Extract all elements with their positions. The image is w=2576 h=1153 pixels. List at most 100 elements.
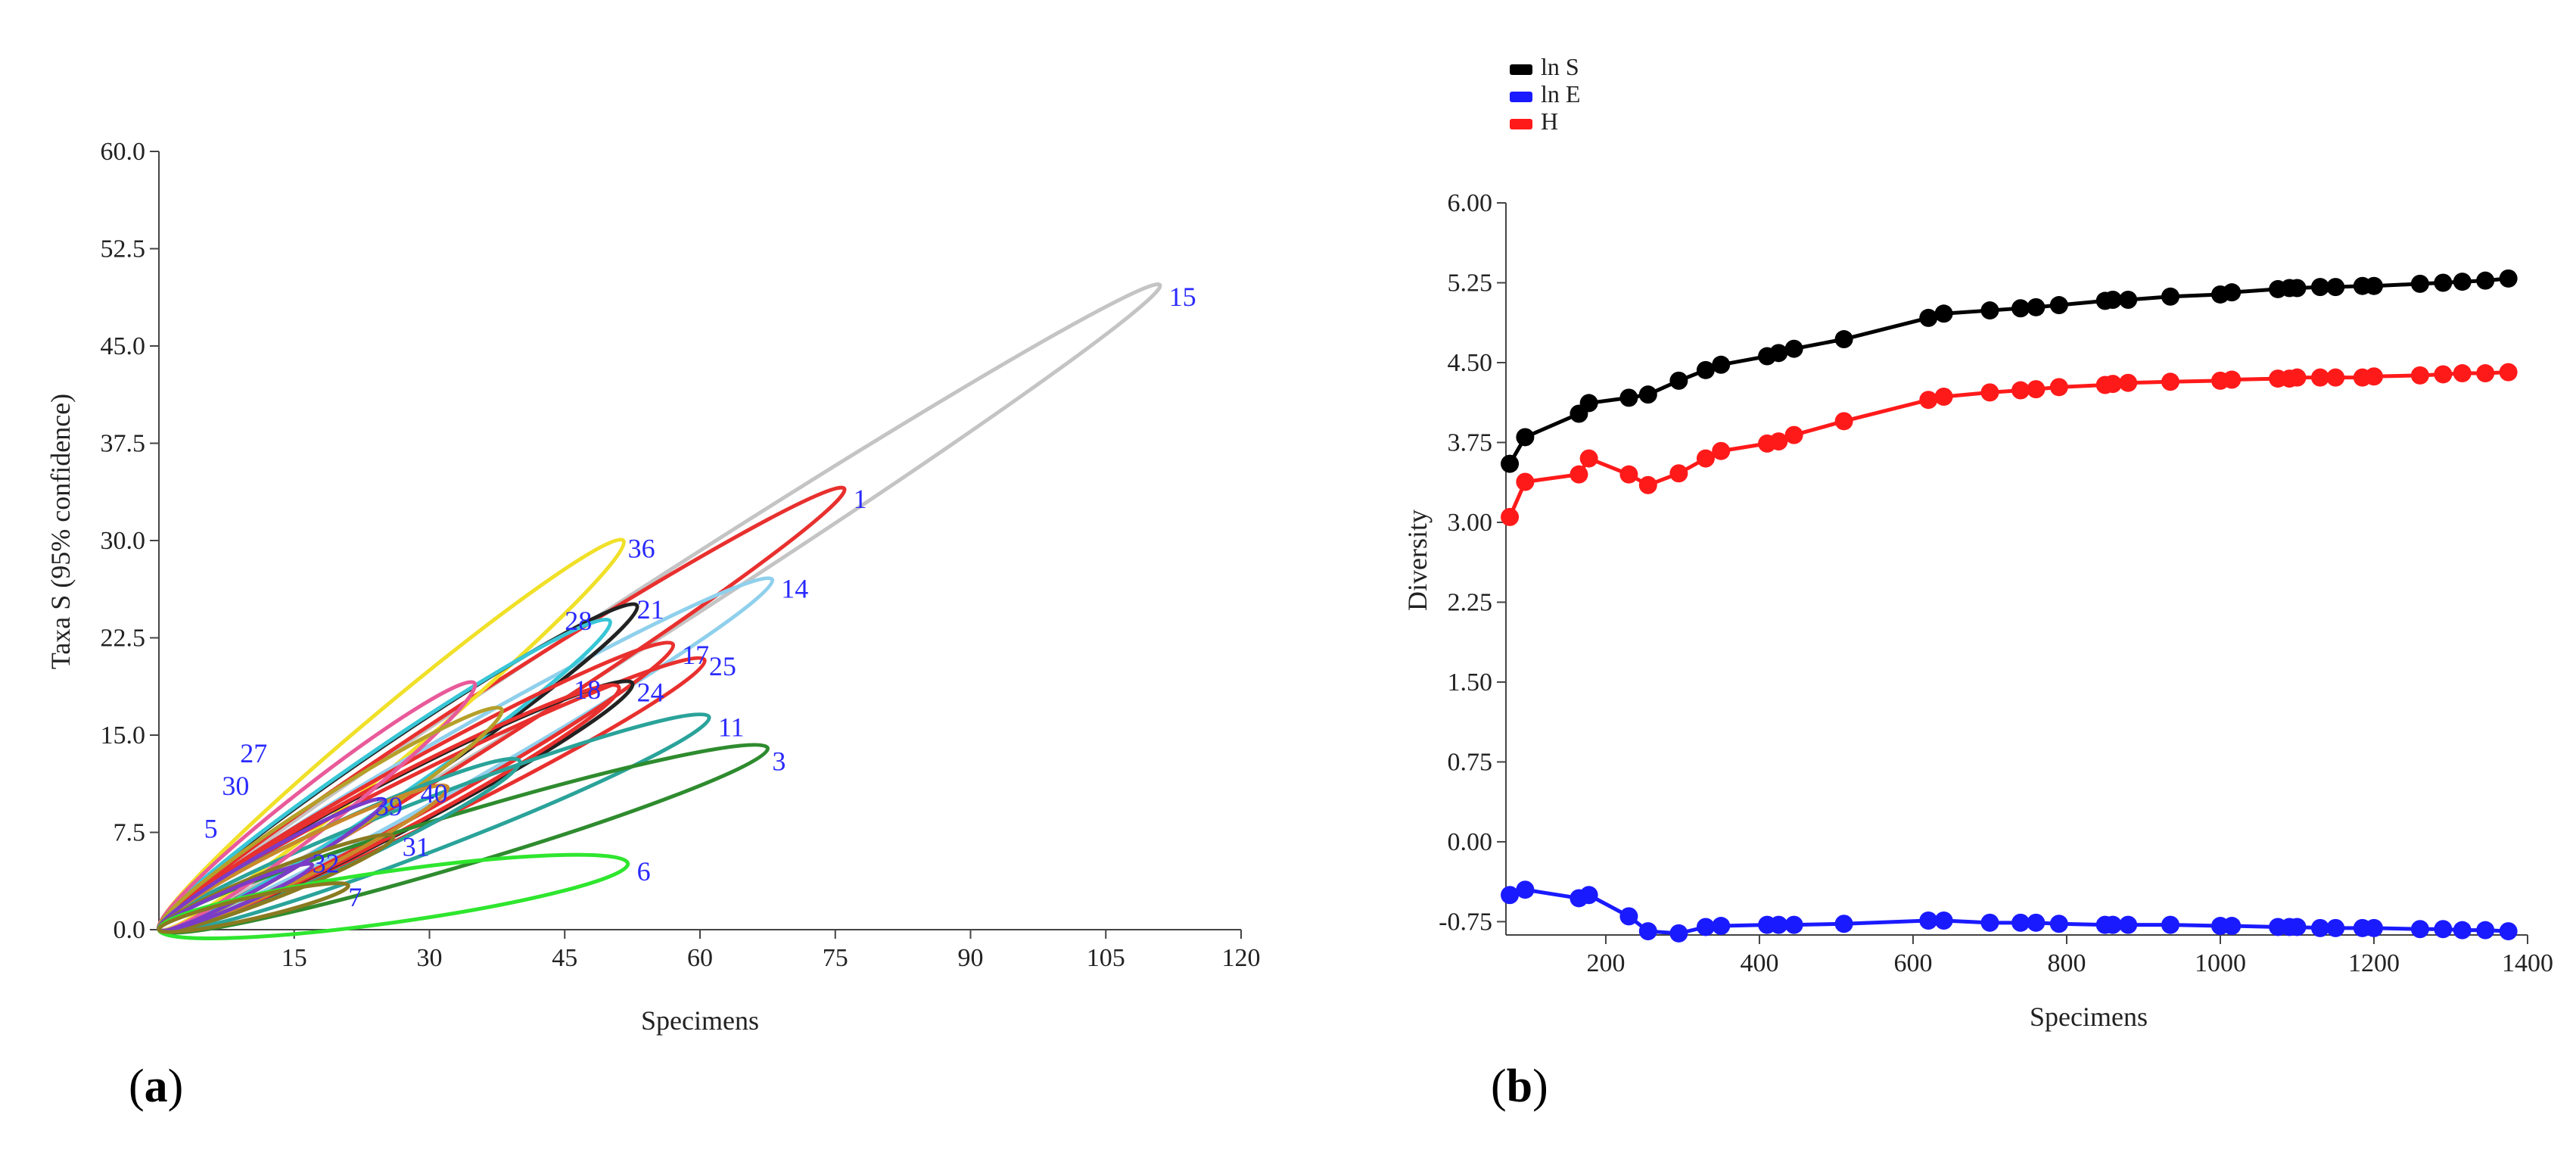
- ellipse-label-28: 28: [565, 606, 592, 636]
- ellipse-label-39: 39: [375, 791, 403, 821]
- series-point-ln-S: [1769, 344, 1788, 363]
- series-point-ln-S: [2103, 290, 2122, 309]
- panel-b-y-tick-label: 2.25: [1448, 588, 1493, 616]
- series-point-ln-S: [1919, 308, 1938, 327]
- panel-label-a: (a): [129, 1061, 183, 1112]
- series-point-H: [1834, 412, 1853, 431]
- series-point-ln-S: [2223, 283, 2242, 302]
- legend-label-ln-E: ln E: [1541, 80, 1580, 108]
- series-point-ln-E: [2364, 918, 2383, 937]
- panel-a-x-tick-label: 45: [552, 944, 577, 972]
- series-point-ln-E: [1980, 913, 1999, 932]
- series-point-H: [2499, 363, 2518, 382]
- series-point-ln-E: [2103, 915, 2122, 934]
- legend-swatch-ln-S: [1510, 64, 1532, 75]
- panel-b-axes: -0.75 0.00 0.75 1.50 2.25 3.00 3.75 4.50 5.25 6.0…: [1439, 189, 2553, 977]
- ellipse-label-31: 31: [403, 831, 430, 862]
- series-point-ln-E: [1834, 915, 1853, 933]
- ellipse-label-32: 32: [313, 849, 340, 879]
- series-point-H: [1669, 464, 1688, 483]
- panel-b-diversity-chart: ln Sln EH -0.75 0.00 0.75 1.50 2.25 3.00 3.75 4…: [1402, 53, 2553, 1032]
- ellipse-sample-7: [157, 881, 350, 934]
- series-point-H: [1516, 472, 1535, 491]
- ellipse-label-36: 36: [628, 533, 655, 563]
- panel-a-y-tick-label: 15.0: [101, 721, 146, 749]
- panel-b-x-tick-label: 1200: [2348, 949, 2400, 977]
- panel-b-x-tick-label: 1000: [2195, 949, 2246, 977]
- panel-b-x-tick-label: 600: [1893, 949, 1932, 977]
- series-point-ln-S: [1501, 454, 1520, 473]
- series-point-ln-E: [1712, 917, 1731, 936]
- series-point-ln-S: [1669, 371, 1688, 390]
- panel-b-y-tick-label: 3.00: [1448, 509, 1493, 537]
- ellipse-label-24: 24: [637, 677, 664, 707]
- panel-a-x-tick-label: 60: [687, 944, 713, 972]
- series-point-ln-S: [2161, 287, 2180, 306]
- panel-a-axes: 0.07.515.022.530.037.545.052.560.015 30 45…: [101, 138, 1261, 972]
- series-point-ln-S: [2410, 274, 2429, 293]
- series-point-ln-S: [2476, 271, 2495, 290]
- ellipse-label-15: 15: [1169, 282, 1196, 312]
- panel-a-ellipse-chart: 0.07.515.022.530.037.545.052.560.015 30 45…: [45, 138, 1261, 1036]
- series-point-H: [1784, 425, 1803, 444]
- panel-label-b-letter: b: [1507, 1061, 1532, 1112]
- series-point-ln-S: [1934, 304, 1953, 323]
- series-point-ln-E: [2011, 913, 2030, 932]
- series-point-H: [2310, 368, 2329, 387]
- series-point-ln-S: [2049, 296, 2068, 315]
- panel-a-x-tick-label: 15: [282, 944, 307, 972]
- series-point-H: [2288, 368, 2307, 387]
- series-point-ln-S: [2499, 269, 2518, 288]
- panel-a-y-tick-label: 7.5: [114, 819, 146, 847]
- panel-a-x-tick-label: 75: [823, 944, 848, 972]
- panel-b-y-tick-label: 5.25: [1448, 269, 1493, 297]
- series-point-ln-S: [2288, 279, 2307, 298]
- panel-a-y-tick-label: 0.0: [114, 916, 146, 944]
- svg-text:(a): (a): [129, 1061, 183, 1112]
- series-point-ln-S: [1516, 428, 1535, 447]
- series-point-ln-E: [2326, 918, 2345, 937]
- series-point-ln-E: [2027, 913, 2046, 932]
- series-point-H: [1570, 465, 1588, 484]
- ellipse-label-18: 18: [574, 675, 601, 705]
- series-point-ln-E: [1934, 911, 1953, 930]
- series-point-ln-E: [2434, 920, 2453, 939]
- series-point-H: [1579, 449, 1598, 468]
- series-point-ln-E: [2161, 915, 2180, 934]
- series-line-H: [1507, 370, 2509, 518]
- ellipse-label-21: 21: [637, 594, 664, 625]
- ellipse-label-27: 27: [240, 738, 267, 768]
- series-point-ln-E: [1501, 886, 1520, 905]
- series-point-H: [2434, 365, 2453, 384]
- series-point-H: [2476, 364, 2495, 383]
- panel-label-a-letter: a: [145, 1061, 168, 1112]
- panel-a-x-tick-label: 90: [958, 944, 984, 972]
- series-point-H: [1501, 507, 1520, 526]
- panel-b-y-tick-label: 4.50: [1448, 349, 1493, 377]
- series-point-ln-E: [1579, 886, 1598, 905]
- panel-b-y-tick-label: 6.00: [1448, 189, 1493, 217]
- series-point-ln-S: [1579, 394, 1598, 413]
- ellipse-label-1: 1: [854, 484, 867, 514]
- panel-b-y-tick-label: 3.75: [1448, 428, 1493, 457]
- panel-b-y-tick-label: 0.00: [1448, 828, 1493, 856]
- ellipse-label-5: 5: [204, 813, 218, 843]
- panel-b-x-tick-label: 200: [1586, 949, 1625, 977]
- series-point-ln-E: [2049, 915, 2068, 933]
- series-point-ln-E: [2310, 918, 2329, 937]
- panel-a-y-tick-label: 30.0: [101, 527, 146, 555]
- legend-label-H: H: [1541, 108, 1558, 135]
- series-point-H: [2103, 375, 2122, 394]
- series-point-ln-E: [1638, 922, 1657, 941]
- ellipse-label-11: 11: [718, 712, 745, 743]
- panel-b-y-tick-label: -0.75: [1439, 908, 1492, 936]
- legend-swatch-ln-E: [1510, 92, 1532, 102]
- series-point-ln-E: [1516, 880, 1535, 899]
- panel-b-legend: ln Sln EH: [1510, 53, 1580, 135]
- panel-a-y-tick-label: 22.5: [101, 625, 146, 653]
- series-point-H: [2119, 373, 2138, 392]
- series-point-H: [1696, 449, 1715, 468]
- panel-b-series: [1501, 269, 2518, 943]
- ellipse-label-25: 25: [709, 651, 736, 681]
